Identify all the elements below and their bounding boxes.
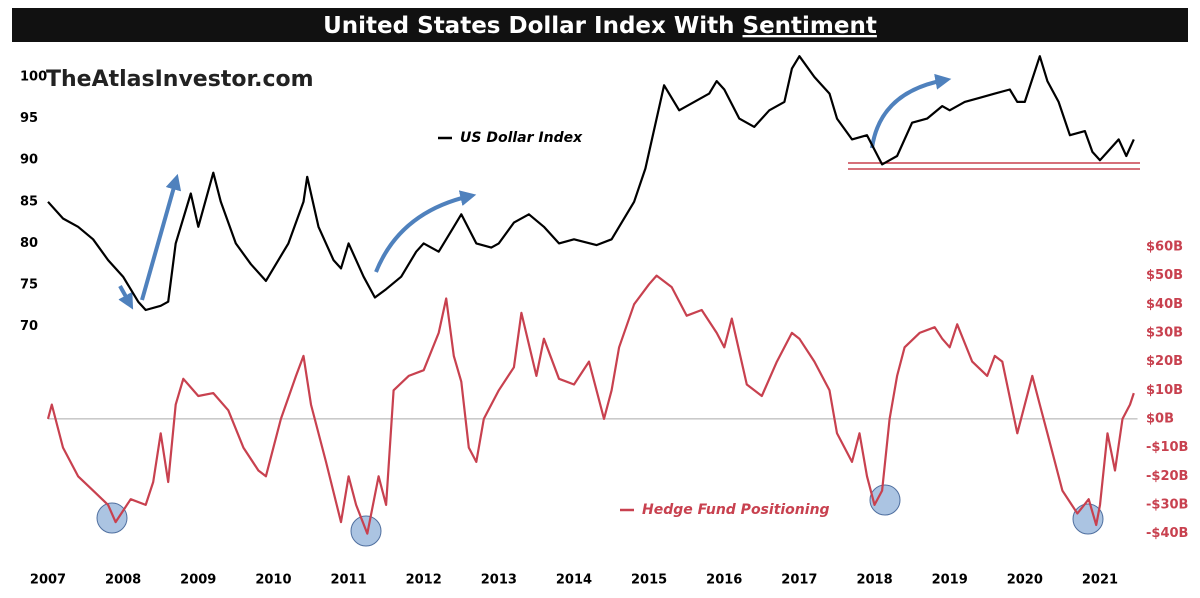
- x-tick-label: 2011: [330, 573, 366, 588]
- y2-tick-label: $50B: [1146, 268, 1183, 283]
- x-tick-label: 2010: [255, 573, 291, 588]
- y2-tick-label: $20B: [1146, 354, 1183, 369]
- x-tick-label: 2018: [856, 573, 892, 588]
- y-tick-label: 70: [20, 319, 38, 334]
- legend-label: Hedge Fund Positioning: [642, 502, 830, 518]
- x-tick-label: 2015: [631, 573, 667, 588]
- arrow: [374, 190, 477, 273]
- highlight-circle: [869, 484, 901, 516]
- series-line: [47, 55, 1135, 312]
- y-tick-label: 80: [20, 236, 38, 251]
- series-line: [46, 274, 1135, 535]
- highlight-circle: [96, 502, 128, 534]
- highlight-circle: [1072, 503, 1104, 535]
- y2-tick-label: $10B: [1146, 383, 1183, 398]
- x-tick-label: 2020: [1007, 573, 1043, 588]
- y2-tick-label: -$20B: [1146, 469, 1188, 484]
- y2-tick-label: $40B: [1146, 297, 1183, 312]
- y2-tick-label: -$10B: [1146, 440, 1188, 455]
- y2-tick-label: $30B: [1146, 325, 1183, 340]
- y2-tick-label: -$40B: [1146, 526, 1188, 541]
- title-main: United States Dollar Index With: [323, 13, 734, 39]
- x-tick-label: 2008: [105, 573, 141, 588]
- arrow: [118, 285, 134, 310]
- x-tick-label: 2017: [781, 573, 817, 588]
- x-tick-label: 2013: [481, 573, 517, 588]
- watermark: TheAtlasInvestor.com: [46, 67, 314, 92]
- x-tick-label: 2016: [706, 573, 742, 588]
- y2-tick-label: -$30B: [1146, 497, 1188, 512]
- title-bar: [12, 8, 1188, 42]
- legend-label: US Dollar Index: [460, 130, 583, 146]
- x-tick-label: 2021: [1082, 573, 1118, 588]
- x-tick-label: 2007: [30, 573, 66, 588]
- x-tick-label: 2019: [932, 573, 968, 588]
- x-tick-label: 2009: [180, 573, 216, 588]
- chart-title: United States Dollar Index With Sentimen…: [323, 13, 877, 39]
- y-tick-label: 95: [20, 111, 38, 126]
- arrow: [870, 73, 952, 149]
- y-tick-label: 100: [20, 69, 47, 84]
- x-tick-label: 2014: [556, 573, 592, 588]
- x-tick-label: 2012: [406, 573, 442, 588]
- annotations: [96, 73, 1140, 547]
- title-emphasis: Sentiment: [743, 13, 877, 39]
- y2-tick-label: $60B: [1146, 239, 1183, 254]
- y-tick-label: 75: [20, 278, 38, 293]
- arrow: [140, 173, 182, 301]
- y-tick-label: 90: [20, 153, 38, 168]
- y2-tick-label: $0B: [1146, 411, 1174, 426]
- y-tick-label: 85: [20, 194, 38, 209]
